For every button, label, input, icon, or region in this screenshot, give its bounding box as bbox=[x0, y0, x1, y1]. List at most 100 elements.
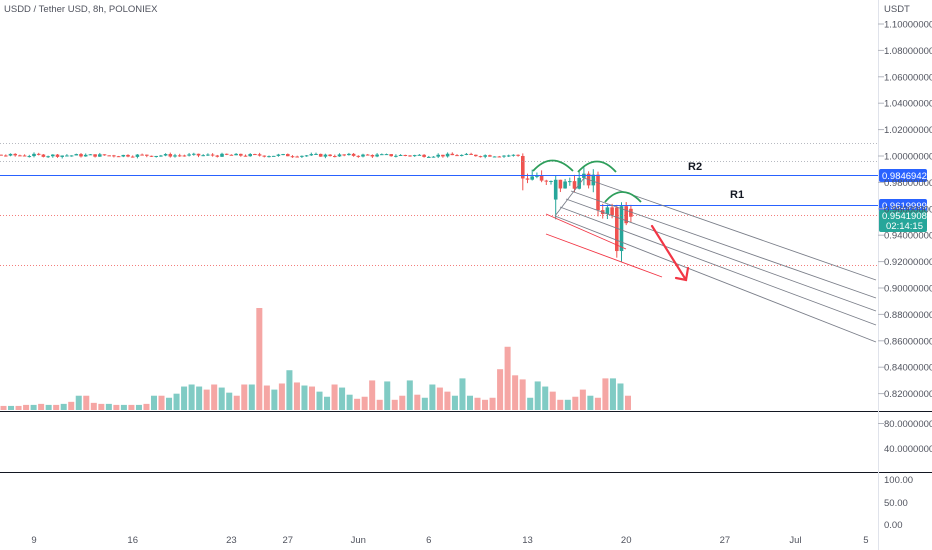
candle bbox=[511, 154, 516, 157]
volume-bar bbox=[286, 370, 293, 410]
volume-bar bbox=[113, 404, 120, 410]
time-tick-label: Jun bbox=[351, 535, 366, 546]
candle bbox=[506, 154, 511, 158]
candle bbox=[102, 154, 107, 156]
time-tick-label: 9 bbox=[31, 535, 36, 546]
red-trend-line-1[interactable] bbox=[545, 213, 627, 250]
candle bbox=[441, 154, 445, 158]
candle bbox=[281, 153, 285, 156]
candle bbox=[257, 152, 262, 157]
time-tick-label: 16 bbox=[127, 535, 138, 546]
volume-bar bbox=[293, 382, 300, 410]
candle bbox=[365, 153, 370, 156]
down-arrow-annotation[interactable] bbox=[650, 224, 690, 282]
volume-bar bbox=[519, 379, 526, 410]
annotation-arc-2[interactable] bbox=[577, 160, 617, 173]
candle bbox=[417, 154, 422, 156]
volume-bar bbox=[497, 369, 504, 410]
candle bbox=[220, 152, 224, 158]
candle bbox=[27, 154, 32, 158]
r2-label[interactable]: R2 bbox=[688, 161, 702, 173]
volume-bar bbox=[45, 404, 52, 410]
volume-bar bbox=[23, 404, 30, 410]
volume-bar bbox=[459, 378, 466, 410]
volume-bar bbox=[414, 394, 421, 410]
volume-bar bbox=[248, 384, 255, 410]
candle bbox=[196, 153, 201, 158]
candle bbox=[154, 155, 158, 158]
candle bbox=[121, 154, 126, 158]
annotation-arc-3[interactable] bbox=[604, 191, 642, 203]
time-tick-label: 23 bbox=[226, 535, 237, 546]
candle bbox=[591, 169, 596, 193]
candle bbox=[483, 154, 487, 159]
candle bbox=[342, 154, 346, 157]
volume-bar bbox=[384, 381, 391, 410]
volume-bar bbox=[339, 387, 346, 410]
oscillator-pane[interactable]: 80.00000000 40.00000000 bbox=[878, 419, 932, 455]
volume-bar bbox=[120, 404, 127, 410]
candle bbox=[568, 177, 572, 186]
candle bbox=[187, 152, 191, 157]
svg-text:0.96199992: 0.96199992 bbox=[882, 201, 932, 212]
r1-label[interactable]: R1 bbox=[730, 189, 744, 201]
volume-bar bbox=[369, 380, 376, 410]
candle bbox=[93, 154, 97, 158]
volume-bar bbox=[181, 386, 188, 410]
price-tick-label: 0.88000000 bbox=[884, 310, 932, 321]
candle bbox=[563, 178, 567, 189]
candle bbox=[107, 155, 111, 157]
candle bbox=[582, 167, 586, 186]
time-tick-label: 27 bbox=[283, 535, 294, 546]
candle bbox=[243, 154, 248, 157]
time-axis[interactable]: 9 16 23 27 Jun 6 13 20 27 Jul 5 bbox=[31, 535, 868, 546]
candle bbox=[13, 153, 17, 157]
volume-bar bbox=[346, 394, 353, 410]
candle bbox=[488, 154, 492, 157]
volume-bar bbox=[466, 395, 473, 410]
volume-bar bbox=[512, 375, 519, 410]
oscillator-2-pane[interactable]: 100.00 50.00 0.00 bbox=[884, 475, 913, 531]
volume-bar bbox=[30, 404, 37, 410]
time-tick-label: Jul bbox=[789, 535, 801, 546]
candle bbox=[173, 153, 177, 158]
volume-bar bbox=[256, 308, 263, 410]
annotation-arc-1[interactable] bbox=[532, 159, 574, 172]
pitchfork-channel[interactable] bbox=[554, 177, 877, 343]
candle bbox=[474, 154, 478, 157]
volume-bar bbox=[602, 378, 609, 410]
candle bbox=[605, 204, 610, 220]
candle bbox=[210, 153, 215, 157]
volume-bar bbox=[572, 396, 579, 410]
candle bbox=[239, 153, 243, 157]
candle bbox=[464, 152, 469, 156]
red-trend-line-2[interactable] bbox=[545, 233, 663, 278]
volume-bar bbox=[263, 385, 270, 410]
volume-bar bbox=[429, 384, 436, 410]
candle bbox=[572, 174, 577, 193]
volume-bar bbox=[587, 395, 594, 410]
candle bbox=[459, 154, 464, 157]
candle bbox=[229, 154, 234, 156]
time-tick-label: 20 bbox=[621, 535, 632, 546]
volume-bar bbox=[83, 395, 90, 410]
candle bbox=[394, 154, 398, 158]
candle bbox=[596, 171, 600, 217]
candle bbox=[51, 154, 55, 158]
volume-bar bbox=[489, 397, 496, 410]
volume-bar bbox=[324, 396, 331, 410]
candle bbox=[253, 153, 257, 156]
price-axis[interactable]: 0.82000000 0.84000000 0.86000000 0.88000000… bbox=[878, 20, 932, 401]
candle bbox=[295, 155, 299, 158]
volume-bar bbox=[188, 384, 195, 410]
candle bbox=[497, 155, 502, 158]
candle bbox=[318, 153, 323, 157]
volume-bar bbox=[354, 398, 361, 410]
candle bbox=[8, 153, 13, 157]
candle bbox=[615, 204, 619, 258]
volume-bar bbox=[609, 378, 616, 410]
currency-label: USDT bbox=[884, 4, 910, 15]
candle bbox=[304, 155, 309, 157]
symbol-title[interactable]: USDD / Tether USD, 8h, POLONIEX bbox=[4, 4, 158, 15]
